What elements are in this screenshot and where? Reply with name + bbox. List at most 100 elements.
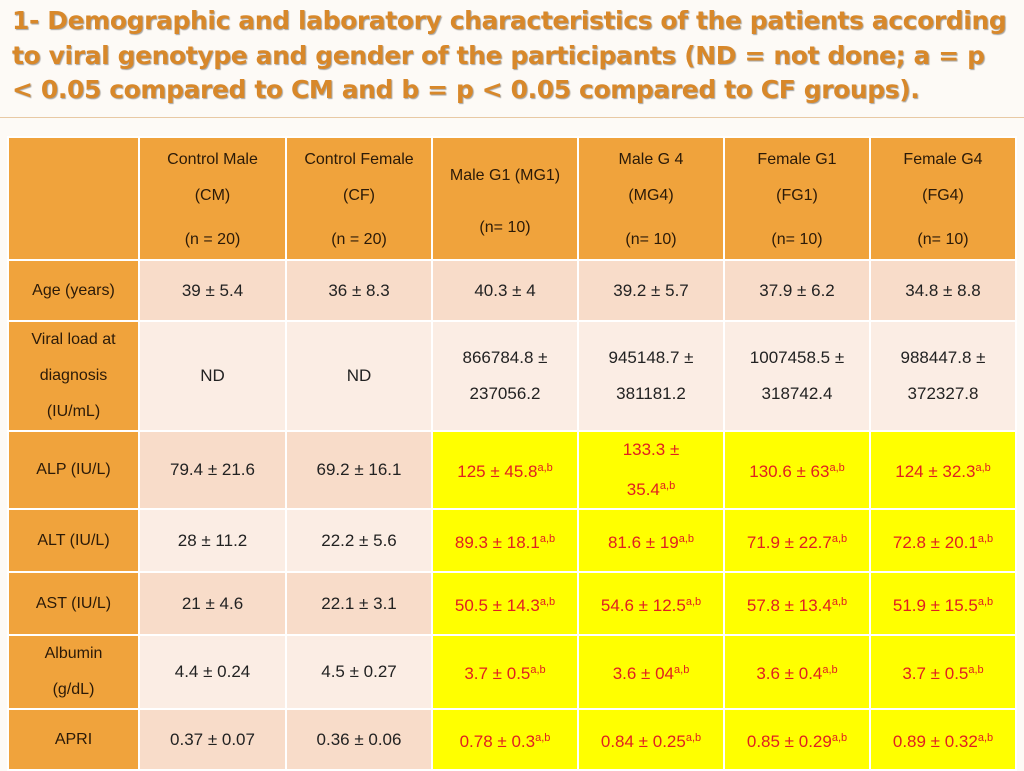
header-fg4-abbr: (FG4): [922, 187, 964, 204]
significance-marker: a,b: [537, 462, 553, 474]
cell-value: 22.2 ± 5.6: [321, 530, 397, 550]
value-cell: 0.84 ± 0.25a,b: [577, 708, 725, 771]
cell-value: 51.9 ± 15.5a,b: [892, 595, 994, 615]
header-fg1-n: (n= 10): [771, 231, 823, 248]
significance-marker: a,b: [977, 532, 994, 545]
row-label: Age (years): [32, 281, 115, 299]
header-cell-mg1: Male G1 (MG1) (n= 10): [431, 136, 579, 261]
cell-value: 34.8 ± 8.8: [905, 280, 981, 300]
header-mg4-name: Male G 4: [618, 151, 684, 168]
header-cell-mg4: Male G 4 (MG4) (n= 10): [577, 136, 725, 261]
significance-marker: a,b: [685, 595, 702, 608]
cell-value: 3.6 ± 0.4a,b: [756, 664, 838, 683]
cell-value: ND: [200, 366, 225, 385]
header-cm-n: (n = 20): [184, 231, 241, 248]
cell-value: 4.5 ± 0.27: [321, 662, 397, 681]
cell-value: 72.8 ± 20.1a,b: [892, 532, 994, 552]
value-cell: ND: [138, 320, 287, 432]
cell-value: 3.7 ± 0.5a,b: [464, 664, 546, 683]
value-cell: 988447.8 ± 372327.8: [869, 320, 1017, 432]
title-divider: [0, 117, 1024, 118]
header-cf-name: Control Female: [304, 151, 414, 168]
header-cm-abbr: (CM): [194, 187, 231, 204]
row-label: ALP (IU/L): [36, 461, 111, 478]
header-cf-abbr: (CF): [343, 187, 375, 204]
header-mg1-name: Male G1 (MG1): [449, 167, 561, 184]
value-cell: 0.89 ± 0.32a,b: [869, 708, 1017, 771]
significance-marker: a,b: [535, 731, 551, 744]
value-cell: 69.2 ± 16.1: [285, 430, 433, 510]
cell-value: ND: [346, 366, 372, 385]
cell-value: 40.3 ± 4: [474, 280, 536, 300]
value-cell: 124 ± 32.3a,b: [869, 430, 1017, 510]
value-cell: 28 ± 11.2: [138, 508, 287, 573]
row-label: ALT (IU/L): [37, 531, 110, 549]
value-cell: 36 ± 8.3: [285, 259, 433, 322]
header-cell-fg4: Female G4 (FG4) (n= 10): [869, 136, 1017, 261]
header-fg1-name: Female G1: [757, 151, 837, 168]
cell-value: 0.78 ± 0.3a,b: [459, 731, 551, 751]
significance-marker: a,b: [977, 595, 994, 608]
header-cell-fg1: Female G1 (FG1) (n= 10): [723, 136, 871, 261]
significance-marker: a,b: [678, 532, 695, 545]
cell-value: 124 ± 32.3a,b: [895, 462, 991, 481]
cell-value: 237056.2: [469, 384, 541, 403]
table-row: ALP (IU/L) 79.4 ± 21.6 69.2 ± 16.1 125 ± 45…: [7, 430, 1017, 510]
row-label: APRI: [54, 730, 93, 748]
value-cell: 50.5 ± 14.3a,b: [431, 571, 579, 636]
cell-value: 1007458.5 ±: [749, 348, 845, 367]
significance-marker: a,b: [539, 595, 556, 608]
header-corner-cell: [7, 136, 140, 261]
value-cell: 81.6 ± 19a,b: [577, 508, 725, 573]
cell-value: 0.89 ± 0.32a,b: [892, 731, 994, 751]
significance-marker: a,b: [822, 664, 838, 676]
value-cell: 54.6 ± 12.5a,b: [577, 571, 725, 636]
cell-value: 71.9 ± 22.7a,b: [746, 532, 848, 552]
value-cell: 89.3 ± 18.1a,b: [431, 508, 579, 573]
cell-value: 0.37 ± 0.07: [170, 729, 255, 749]
row-label-cell: APRI: [7, 708, 140, 771]
value-cell: 945148.7 ± 381181.2: [577, 320, 725, 432]
value-cell: 3.6 ± 0.4a,b: [723, 634, 871, 710]
header-fg4-name: Female G4: [903, 151, 983, 168]
cell-value: 125 ± 45.8a,b: [457, 462, 553, 481]
characteristics-table: Control Male (CM) (n = 20) Control Femal…: [7, 136, 1017, 771]
header-cm-name: Control Male: [167, 151, 258, 168]
value-cell: 125 ± 45.8a,b: [431, 430, 579, 510]
cell-value: 69.2 ± 16.1: [316, 460, 402, 479]
significance-marker: a,b: [975, 462, 991, 474]
cell-value: 39.2 ± 5.7: [613, 280, 689, 300]
cell-value: 21 ± 4.6: [181, 593, 244, 613]
cell-value: 4.4 ± 0.24: [174, 662, 251, 681]
cell-value: 39 ± 5.4: [181, 280, 244, 300]
value-cell: 21 ± 4.6: [138, 571, 287, 636]
cell-value: 866784.8 ±: [462, 348, 548, 367]
header-cf-n: (n = 20): [331, 231, 387, 248]
value-cell: 34.8 ± 8.8: [869, 259, 1017, 322]
value-cell: 0.37 ± 0.07: [138, 708, 287, 771]
row-label: AST (IU/L): [35, 594, 112, 612]
cell-value: 130.6 ± 63a,b: [749, 462, 845, 481]
significance-marker: a,b: [685, 731, 702, 744]
value-cell: 133.3 ± 35.4a,b: [577, 430, 725, 510]
value-cell: 37.9 ± 6.2: [723, 259, 871, 322]
cell-value: 945148.7 ±: [608, 348, 694, 367]
significance-marker: a,b: [530, 664, 546, 676]
row-label-cell: ALT (IU/L): [7, 508, 140, 573]
header-fg4-n: (n= 10): [917, 231, 969, 248]
value-cell: 22.1 ± 3.1: [285, 571, 433, 636]
value-cell: 22.2 ± 5.6: [285, 508, 433, 573]
row-label: (IU/mL): [46, 403, 101, 420]
cell-value: 0.84 ± 0.25a,b: [600, 731, 702, 751]
significance-marker: a,b: [831, 595, 848, 608]
cell-value: 28 ± 11.2: [177, 530, 248, 550]
cell-value: 36 ± 8.3: [328, 280, 390, 300]
value-cell: 57.8 ± 13.4a,b: [723, 571, 871, 636]
row-label: diagnosis: [39, 367, 108, 384]
cell-value: 81.6 ± 19a,b: [607, 532, 695, 552]
header-row: Control Male (CM) (n = 20) Control Femal…: [7, 136, 1017, 261]
cell-value: 54.6 ± 12.5a,b: [600, 595, 702, 615]
significance-marker: a,b: [968, 664, 984, 676]
value-cell: 39 ± 5.4: [138, 259, 287, 322]
row-label: (g/dL): [52, 681, 95, 698]
